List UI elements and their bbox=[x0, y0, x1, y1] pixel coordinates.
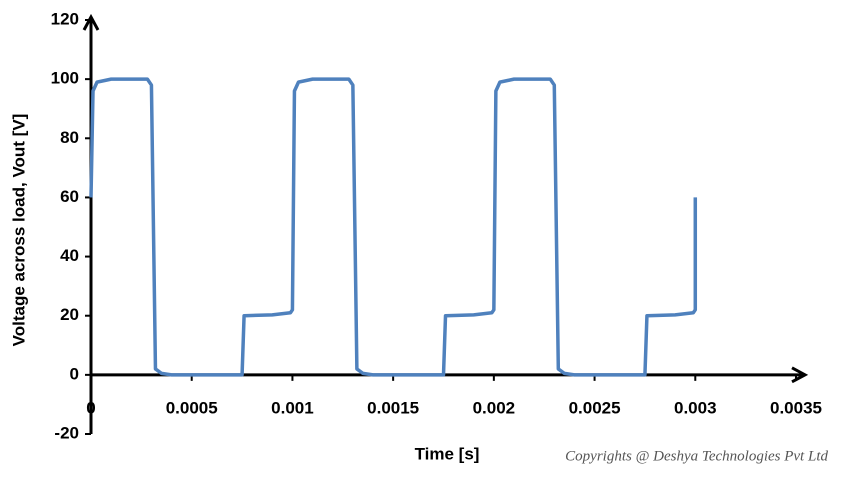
y-axis-arrow bbox=[82, 13, 100, 31]
x-tick-label: 0.001 bbox=[271, 398, 314, 417]
data-line bbox=[89, 77, 698, 377]
x-tick-label: 0.0035 bbox=[770, 398, 822, 417]
x-tick-label: 0.0015 bbox=[367, 398, 419, 417]
x-tick-label: 0 bbox=[86, 398, 95, 417]
x-tick-label: 0.0005 bbox=[166, 398, 218, 417]
x-tick-label: 0.0025 bbox=[569, 398, 621, 417]
y-tick-label: 20 bbox=[60, 305, 79, 324]
y-tick-label: 120 bbox=[51, 9, 79, 28]
y-tick-label: -20 bbox=[54, 423, 79, 442]
x-axis-label: Time [s] bbox=[415, 444, 480, 463]
y-tick-label: 80 bbox=[60, 128, 79, 147]
x-tick-label: 0.002 bbox=[473, 398, 516, 417]
y-tick-label: 100 bbox=[51, 69, 79, 88]
y-tick-label: 40 bbox=[60, 246, 79, 265]
y-tick-label: 0 bbox=[70, 364, 79, 383]
y-axis-label: Voltage across load, Vout [V] bbox=[9, 114, 28, 347]
x-tick-label: 0.003 bbox=[674, 398, 717, 417]
copyright: Copyrights @ Deshya Technologies Pvt Ltd bbox=[565, 448, 828, 464]
y-tick-label: 60 bbox=[60, 187, 79, 206]
